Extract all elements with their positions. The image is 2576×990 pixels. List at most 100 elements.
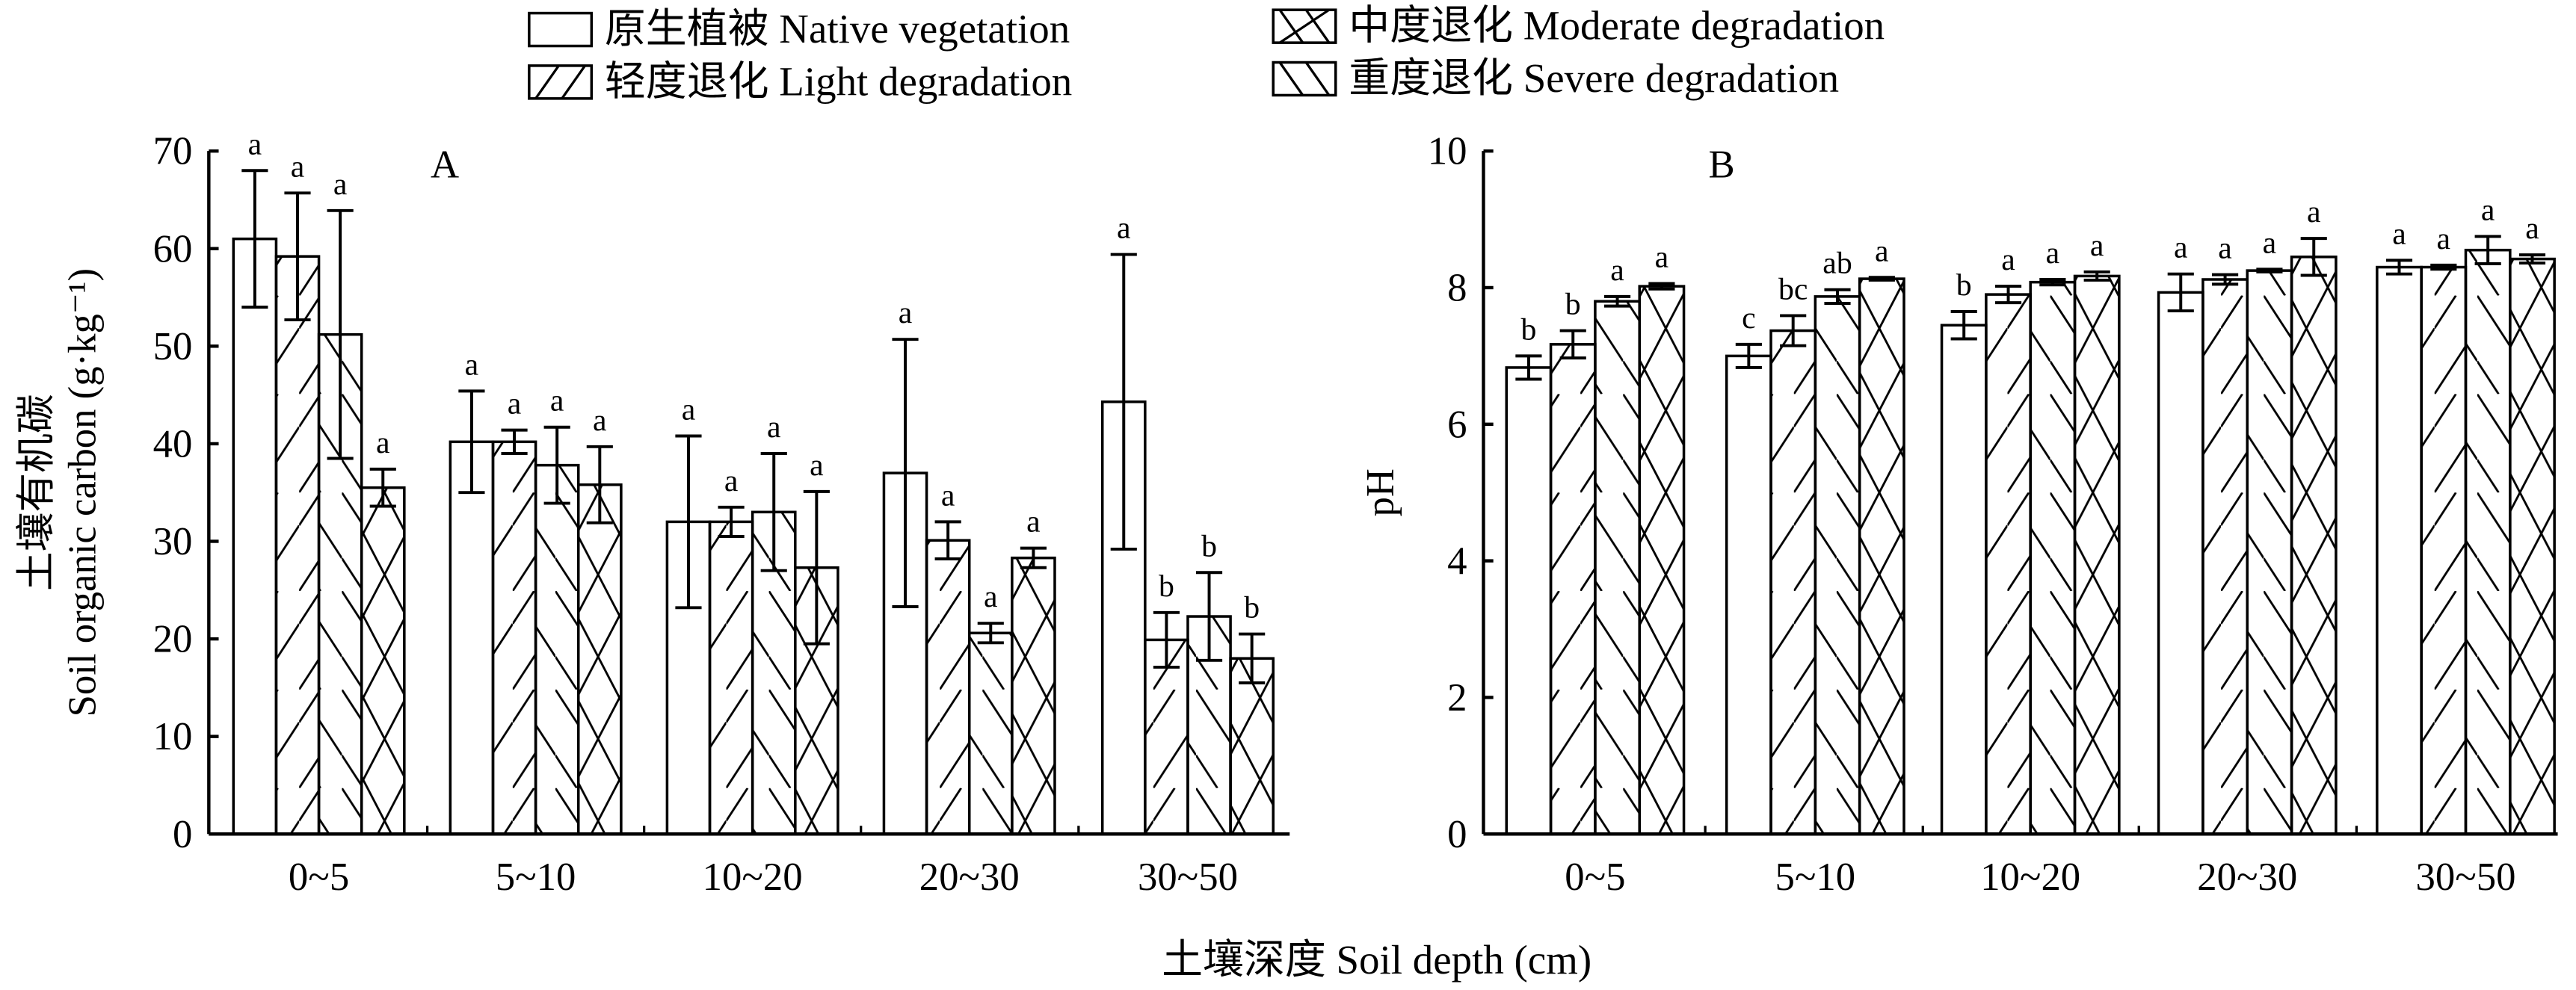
x-axis-label: 土壤深度 Soil depth (cm)	[1162, 937, 1591, 983]
error-bar-light-10~20	[718, 505, 745, 538]
bar-severe-5~10	[1858, 277, 1905, 836]
bar-severe-0~5	[360, 486, 406, 836]
error-bar-severe-5~10	[1868, 276, 1895, 282]
error-bar-native-30~50	[2385, 259, 2413, 276]
x-tick-label: 20~30	[919, 856, 1020, 899]
legend-swatch-moderate	[1278, 8, 1331, 44]
bar-moderate-10~20	[2029, 280, 2077, 836]
error-bar-moderate-20~30	[2256, 267, 2283, 273]
significance-letter-moderate-30~50: a	[2481, 193, 2495, 227]
error-bar-light-20~30	[934, 520, 961, 560]
bar-severe-0~5	[1638, 285, 1686, 836]
legend-swatch-native	[528, 11, 594, 48]
bar-native-10~20	[1940, 324, 1988, 836]
significance-letter-severe-5~10: a	[593, 403, 607, 438]
y-tick-label: 8	[1447, 267, 1467, 310]
panel-b-letter: B	[1709, 143, 1735, 186]
bar-light-20~30	[925, 539, 971, 836]
error-bar-native-0~5	[1515, 354, 1542, 381]
significance-letter-moderate-10~20: a	[2046, 236, 2060, 270]
x-tick-label: 10~20	[703, 856, 803, 899]
error-bar-light-30~50	[1153, 610, 1180, 669]
significance-letter-moderate-20~30: a	[984, 580, 998, 614]
error-bar-severe-30~50	[1239, 632, 1266, 684]
bar-moderate-5~10	[534, 463, 580, 836]
bar-light-10~20	[708, 520, 754, 836]
significance-letter-moderate-10~20: a	[767, 410, 781, 445]
significance-letter-light-5~10: a	[508, 387, 522, 421]
error-bar-moderate-5~10	[1824, 288, 1851, 305]
significance-letter-native-20~30: a	[899, 296, 913, 330]
legend-item-light: 轻度退化 Light degradation	[528, 58, 1072, 104]
significance-letter-light-10~20: a	[2001, 243, 2015, 277]
bar-light-30~50	[1144, 638, 1189, 836]
bar-light-20~30	[2201, 278, 2249, 836]
x-tick-label: 5~10	[1775, 856, 1856, 899]
bar-native-5~10	[1725, 354, 1772, 836]
y-tick-label: 6	[1447, 403, 1467, 446]
error-bar-light-0~5	[1559, 329, 1586, 360]
error-bar-native-30~50	[1110, 253, 1137, 551]
legend-label-moderate: 中度退化 Moderate degradation	[1349, 3, 1885, 49]
y-tick-label: 4	[1447, 539, 1467, 583]
significance-letter-moderate-20~30: a	[2263, 226, 2277, 260]
significance-letter-light-20~30: a	[2218, 232, 2232, 266]
significance-letter-severe-0~5: a	[376, 426, 390, 460]
error-bar-moderate-30~50	[2474, 235, 2501, 265]
x-tick-label: 30~50	[1138, 856, 1238, 899]
significance-letter-severe-10~20: a	[2090, 229, 2104, 263]
significance-letter-moderate-5~10: ab	[1822, 247, 1852, 281]
significance-letter-moderate-0~5: a	[1610, 253, 1624, 288]
panel-b-ylabel: pH	[1359, 468, 1402, 516]
significance-letter-severe-10~20: a	[810, 448, 824, 483]
y-tick-label: 30	[153, 520, 193, 563]
significance-letter-native-30~50: a	[1117, 211, 1131, 246]
significance-letter-severe-5~10: a	[1875, 234, 1889, 268]
significance-letter-native-10~20: b	[1956, 268, 1972, 303]
significance-letter-severe-30~50: a	[2525, 211, 2539, 246]
significance-letter-native-10~20: a	[682, 392, 696, 427]
error-bar-native-20~30	[2167, 272, 2194, 313]
bar-light-0~5	[274, 255, 321, 836]
significance-letter-light-30~50: b	[1159, 569, 1174, 604]
error-bar-moderate-5~10	[543, 425, 570, 505]
bar-native-0~5	[232, 237, 278, 836]
x-tick-label: 10~20	[1980, 856, 2080, 899]
error-bar-light-10~20	[1994, 285, 2022, 305]
error-bar-native-10~20	[1950, 309, 1977, 341]
significance-letter-native-0~5: a	[248, 127, 262, 161]
error-bar-moderate-10~20	[760, 451, 787, 572]
legend-item-severe: 重度退化 Severe degradation	[1272, 55, 1839, 101]
bar-severe-20~30	[2290, 256, 2338, 836]
significance-letter-light-30~50: a	[2437, 222, 2451, 256]
legend-swatch-severe	[1278, 61, 1331, 96]
significance-letter-severe-20~30: a	[1026, 505, 1041, 539]
x-tick-label: 20~30	[2197, 856, 2297, 899]
y-tick-label: 70	[153, 130, 193, 173]
error-bar-native-10~20	[675, 434, 702, 610]
bar-light-10~20	[1985, 293, 2032, 836]
bar-native-0~5	[1505, 366, 1553, 836]
bar-native-20~30	[2157, 291, 2204, 836]
bar-moderate-20~30	[967, 631, 1014, 836]
bar-severe-30~50	[1229, 657, 1275, 836]
x-tick-label: 0~5	[1565, 856, 1625, 899]
legend-swatch-light	[534, 64, 586, 99]
bar-severe-5~10	[576, 483, 623, 836]
error-bar-moderate-0~5	[1603, 294, 1631, 308]
x-tick-label: 30~50	[2416, 856, 2516, 899]
x-tick-label: 0~5	[289, 856, 349, 899]
error-bar-severe-0~5	[369, 467, 396, 508]
significance-letter-moderate-5~10: a	[550, 384, 564, 418]
x-tick-label: 5~10	[496, 856, 576, 899]
y-tick-label: 0	[1447, 813, 1467, 856]
error-bar-light-5~10	[1780, 314, 1807, 347]
bar-moderate-0~5	[1594, 300, 1641, 836]
bar-light-5~10	[491, 440, 537, 836]
error-bar-moderate-0~5	[327, 208, 354, 460]
bar-native-5~10	[449, 440, 495, 836]
y-tick-label: 50	[153, 325, 193, 368]
error-bar-severe-20~30	[2300, 237, 2327, 277]
error-bar-native-5~10	[458, 389, 485, 495]
